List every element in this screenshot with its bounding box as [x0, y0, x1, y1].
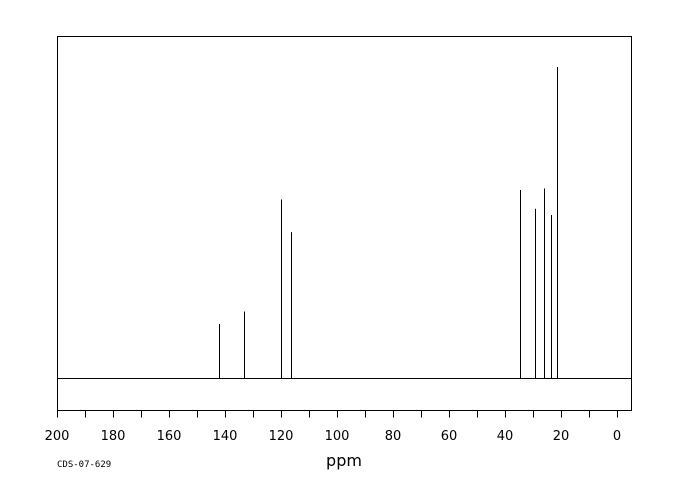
x-tick-label-20: 20	[553, 429, 570, 444]
x-axis-ticks: 200 180 160 140 120 100 80 60 40 20 0	[45, 410, 621, 444]
x-tick-label-120: 120	[269, 429, 294, 444]
x-tick-label-100: 100	[325, 429, 350, 444]
x-tick-label-160: 160	[157, 429, 182, 444]
peaks-group	[219, 67, 558, 379]
x-tick-label-80: 80	[385, 429, 402, 444]
x-tick-label-0: 0	[613, 429, 621, 444]
sample-code-label: CDS-07-629	[57, 460, 111, 470]
x-tick-label-60: 60	[441, 429, 458, 444]
plot-frame	[57, 36, 632, 411]
x-tick-label-180: 180	[101, 429, 126, 444]
x-tick-label-40: 40	[497, 429, 514, 444]
x-tick-label-200: 200	[45, 429, 70, 444]
x-axis-title: ppm	[326, 451, 362, 470]
x-tick-label-140: 140	[213, 429, 238, 444]
